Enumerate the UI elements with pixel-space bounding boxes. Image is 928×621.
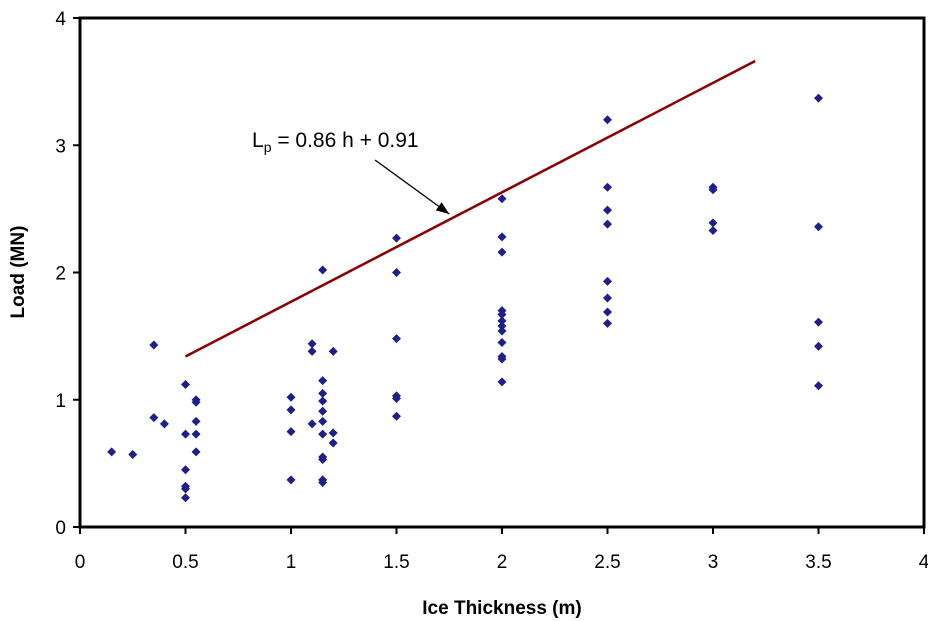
equation-label: Lp = 0.86 h + 0.91 xyxy=(252,129,419,155)
data-point xyxy=(318,396,328,406)
data-point xyxy=(318,455,328,465)
data-point xyxy=(318,406,328,416)
data-point xyxy=(603,182,612,192)
plot-area xyxy=(78,16,926,529)
data-point xyxy=(318,265,328,275)
data-point xyxy=(708,218,718,228)
data-point xyxy=(603,205,612,215)
data-point xyxy=(814,222,823,232)
data-point xyxy=(286,392,296,402)
data-point xyxy=(497,321,507,331)
data-point xyxy=(307,346,317,356)
data-point xyxy=(191,429,201,439)
data-point xyxy=(191,397,201,407)
data-point xyxy=(814,381,823,391)
data-point xyxy=(181,379,190,389)
y-tick-label: 3 xyxy=(55,136,66,157)
data-point xyxy=(814,317,823,327)
x-tick-label: 3 xyxy=(708,552,719,573)
data-point xyxy=(286,475,296,485)
data-point xyxy=(286,427,296,437)
data-point xyxy=(603,115,612,125)
x-tick-label: 3.5 xyxy=(805,552,831,573)
data-point xyxy=(497,337,507,347)
data-point xyxy=(814,341,823,351)
data-point xyxy=(128,449,138,459)
data-point xyxy=(497,377,507,387)
data-point xyxy=(181,429,190,439)
data-points xyxy=(107,93,823,503)
data-point xyxy=(497,232,507,242)
data-point xyxy=(497,326,507,336)
data-point xyxy=(708,226,718,236)
annotation-arrow-line xyxy=(374,159,450,215)
data-point xyxy=(149,340,159,350)
x-axis-ticks: 0 0.5 1 1.5 2 2.5 3 3.5 4 xyxy=(75,527,928,573)
x-tick-label: 1.5 xyxy=(383,552,409,573)
data-point xyxy=(392,268,401,277)
data-point xyxy=(318,388,328,398)
data-point xyxy=(181,484,190,494)
data-point xyxy=(392,233,401,243)
data-point xyxy=(328,428,338,438)
data-point xyxy=(307,339,317,349)
trendline-group xyxy=(184,59,756,358)
data-point xyxy=(286,405,296,415)
y-axis-title: Load (MN) xyxy=(8,226,29,319)
data-point xyxy=(328,438,338,448)
data-point xyxy=(603,307,612,317)
data-point xyxy=(392,393,401,403)
equation-annotation: Lp = 0.86 h + 0.91 xyxy=(252,129,450,215)
trendline xyxy=(184,59,756,358)
data-point xyxy=(318,429,328,439)
y-axis-ticks: 0 1 2 3 4 xyxy=(55,9,80,539)
y-tick-label: 4 xyxy=(55,9,66,30)
data-point xyxy=(181,465,190,475)
data-point xyxy=(392,411,401,421)
data-point xyxy=(603,219,612,229)
x-axis-title: Ice Thickness (m) xyxy=(422,598,581,619)
data-point xyxy=(497,247,507,257)
data-point xyxy=(497,194,507,204)
data-point xyxy=(603,293,612,303)
x-tick-label: 2.5 xyxy=(594,552,620,573)
data-point xyxy=(181,493,190,503)
data-point xyxy=(392,334,401,344)
y-tick-label: 2 xyxy=(55,264,66,285)
data-point xyxy=(318,477,328,487)
data-point xyxy=(191,416,201,426)
annotation-arrow-head xyxy=(435,202,450,214)
data-point xyxy=(328,346,338,356)
x-tick-label: 4 xyxy=(919,552,928,573)
x-tick-label: 2 xyxy=(497,552,508,573)
data-point xyxy=(497,316,507,326)
data-point xyxy=(159,419,169,429)
x-tick-label: 1 xyxy=(286,552,297,573)
y-tick-label: 0 xyxy=(55,518,66,539)
data-point xyxy=(497,309,507,319)
data-point xyxy=(307,419,317,429)
y-tick-label: 1 xyxy=(55,391,66,412)
data-point xyxy=(318,416,328,426)
data-point xyxy=(191,447,201,457)
x-tick-label: 0.5 xyxy=(172,552,198,573)
data-point xyxy=(149,413,159,423)
x-tick-label: 0 xyxy=(75,552,86,573)
data-point xyxy=(318,376,328,386)
data-point xyxy=(708,185,718,195)
data-point xyxy=(603,276,612,286)
data-point xyxy=(497,354,507,364)
data-point xyxy=(814,93,823,103)
data-point xyxy=(603,318,612,328)
data-point xyxy=(107,447,117,457)
